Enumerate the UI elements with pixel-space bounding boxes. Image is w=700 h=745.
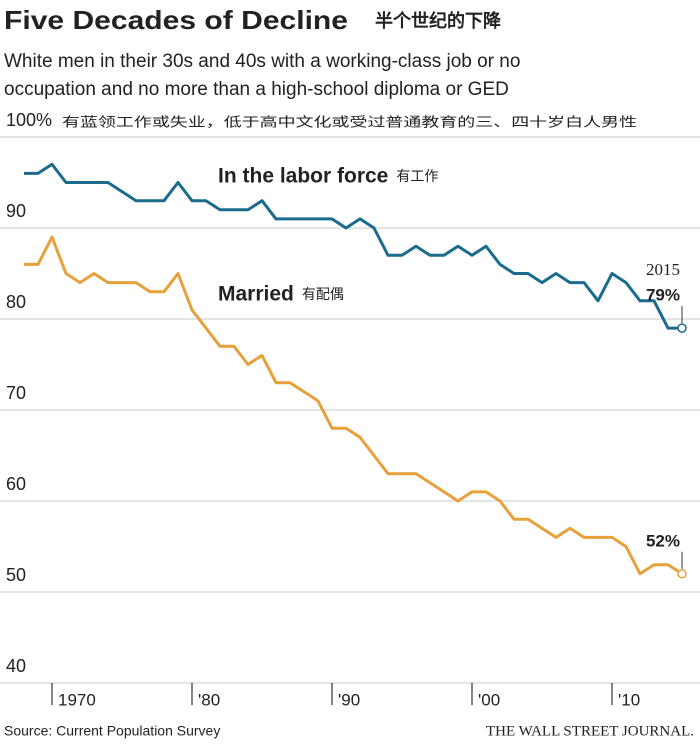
y-tick-label: 80 bbox=[6, 292, 26, 312]
line-series bbox=[24, 162, 682, 330]
value-label: 52% bbox=[646, 531, 680, 550]
end-point bbox=[677, 323, 687, 333]
y-tick-label: 40 bbox=[6, 656, 26, 676]
x-tick-label: '00 bbox=[478, 690, 500, 709]
subtitle-cn: 有蓝领工作或失业，低于高中文化或受过普通教育的三、四十岁白人男性 bbox=[62, 115, 637, 131]
legend-label: Married bbox=[218, 283, 294, 306]
legend-label-cn: 有配偶 bbox=[302, 287, 344, 303]
credit: THE WALL STREET JOURNAL. bbox=[486, 723, 694, 739]
value-label: 79% bbox=[646, 286, 680, 305]
legend-label: In the labor force bbox=[218, 165, 388, 188]
y-tick-label: 90 bbox=[6, 201, 26, 221]
line-series bbox=[24, 235, 683, 576]
y-tick-label: 50 bbox=[6, 565, 26, 585]
end-point bbox=[677, 569, 687, 579]
subtitle: White men in their 30s and 40s with a wo… bbox=[4, 51, 520, 72]
annotation: 2015 bbox=[646, 260, 680, 279]
subtitle: occupation and no more than a high-schoo… bbox=[4, 79, 509, 100]
y-tick-label: 70 bbox=[6, 383, 26, 403]
chart-title-cn: 半个世纪的下降 bbox=[375, 10, 502, 32]
x-tick-label: '80 bbox=[198, 690, 220, 709]
source: Source: Current Population Survey bbox=[4, 723, 220, 739]
y-tick-label: 60 bbox=[6, 474, 26, 494]
legend-label-cn: 有工作 bbox=[396, 169, 438, 185]
y-tick-label: 100% bbox=[6, 110, 52, 130]
x-tick-label: '10 bbox=[618, 690, 640, 709]
chart-title: Five Decades of Decline bbox=[4, 5, 348, 35]
x-tick-label: '90 bbox=[338, 690, 360, 709]
x-tick-label: 1970 bbox=[58, 690, 96, 709]
